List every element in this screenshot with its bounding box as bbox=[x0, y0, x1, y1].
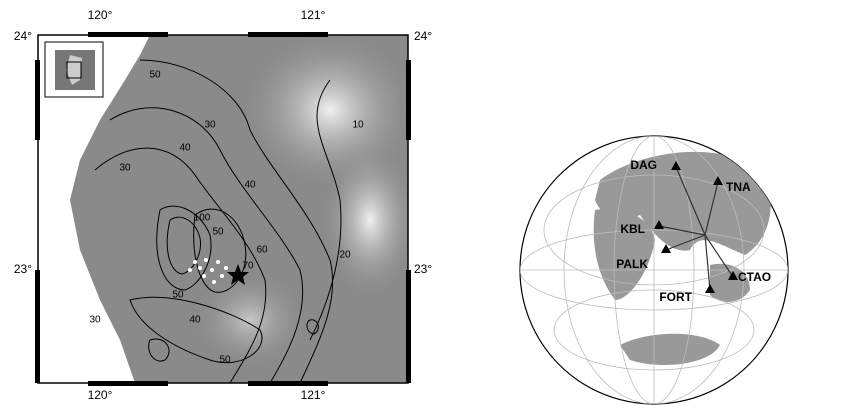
station-label: KBL bbox=[620, 222, 645, 236]
contour-label: 30 bbox=[204, 120, 216, 131]
x-label: 120° bbox=[88, 388, 113, 402]
y-label: 23° bbox=[414, 262, 432, 276]
right-map: DAG TNA KBL PALK CTAO FORT bbox=[520, 136, 788, 404]
station-label: DAG bbox=[630, 158, 657, 172]
contour-label: 40 bbox=[244, 180, 256, 191]
contour-label: 50 bbox=[219, 355, 231, 366]
contour-label: 50 bbox=[172, 290, 184, 301]
left-map bbox=[35, 30, 420, 386]
figure: DAG TNA KBL PALK CTAO FORT 120° 120° 121° 121° 24… bbox=[0, 0, 856, 405]
station-label: CTAO bbox=[738, 270, 771, 284]
contour-label: 30 bbox=[119, 163, 131, 174]
contour-label: 30 bbox=[89, 315, 101, 326]
contour-label: 50 bbox=[212, 227, 224, 238]
contour-label: 10 bbox=[352, 120, 364, 131]
station-label: TNA bbox=[726, 180, 751, 194]
x-label: 121° bbox=[301, 388, 326, 402]
contour-label: 40 bbox=[189, 315, 201, 326]
station-label: FORT bbox=[659, 290, 692, 304]
x-label: 121° bbox=[301, 8, 326, 22]
mountains bbox=[320, 140, 420, 300]
contour-label: 60 bbox=[256, 245, 268, 256]
contour-label: 40 bbox=[179, 143, 191, 154]
x-label: 120° bbox=[88, 8, 113, 22]
y-label: 24° bbox=[14, 29, 32, 43]
station-label: PALK bbox=[616, 257, 648, 271]
contour-label: 20 bbox=[339, 250, 351, 261]
mountains bbox=[190, 270, 310, 370]
contour-label: 100 bbox=[194, 213, 211, 224]
y-label: 24° bbox=[414, 29, 432, 43]
contour-label: 50 bbox=[149, 70, 161, 81]
y-label: 23° bbox=[14, 262, 32, 276]
inset bbox=[45, 42, 103, 97]
contour-label: 70 bbox=[242, 261, 254, 272]
